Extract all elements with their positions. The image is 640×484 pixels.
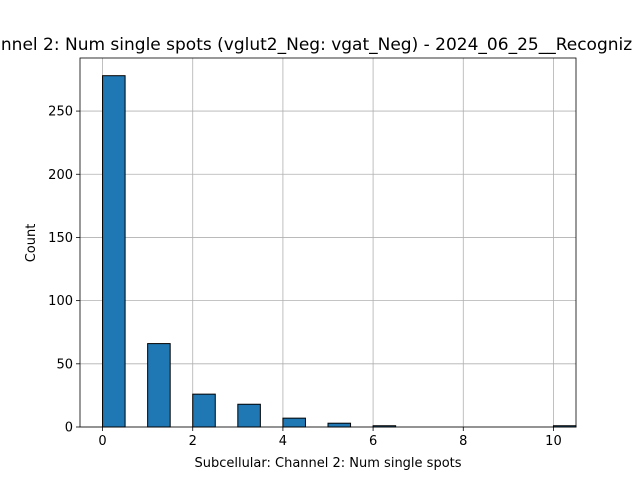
histogram-bar (103, 76, 126, 427)
histogram-bar (238, 404, 261, 427)
histogram-bar (148, 344, 171, 427)
x-tick-label: 2 (189, 434, 197, 449)
x-axis-label: Subcellular: Channel 2: Num single spots (194, 456, 461, 471)
y-tick-label: 0 (65, 421, 73, 436)
histogram-bar (328, 423, 351, 427)
y-tick-label: 250 (48, 105, 73, 120)
y-tick-label: 200 (48, 168, 73, 183)
y-tick-label: 100 (48, 294, 73, 309)
chart-title: Channel 2: Num single spots (vglut2_Neg:… (0, 35, 632, 55)
x-tick-label: 4 (279, 434, 287, 449)
histogram-bar (283, 418, 306, 427)
histogram-bar (193, 394, 216, 427)
x-tick-label: 6 (369, 434, 377, 449)
x-tick-label: 0 (98, 434, 106, 449)
x-tick-label: 10 (545, 434, 562, 449)
x-tick-label: 8 (459, 434, 467, 449)
y-axis-label: Count (24, 224, 39, 263)
y-tick-label: 150 (48, 231, 73, 246)
y-tick-label: 50 (56, 357, 73, 372)
